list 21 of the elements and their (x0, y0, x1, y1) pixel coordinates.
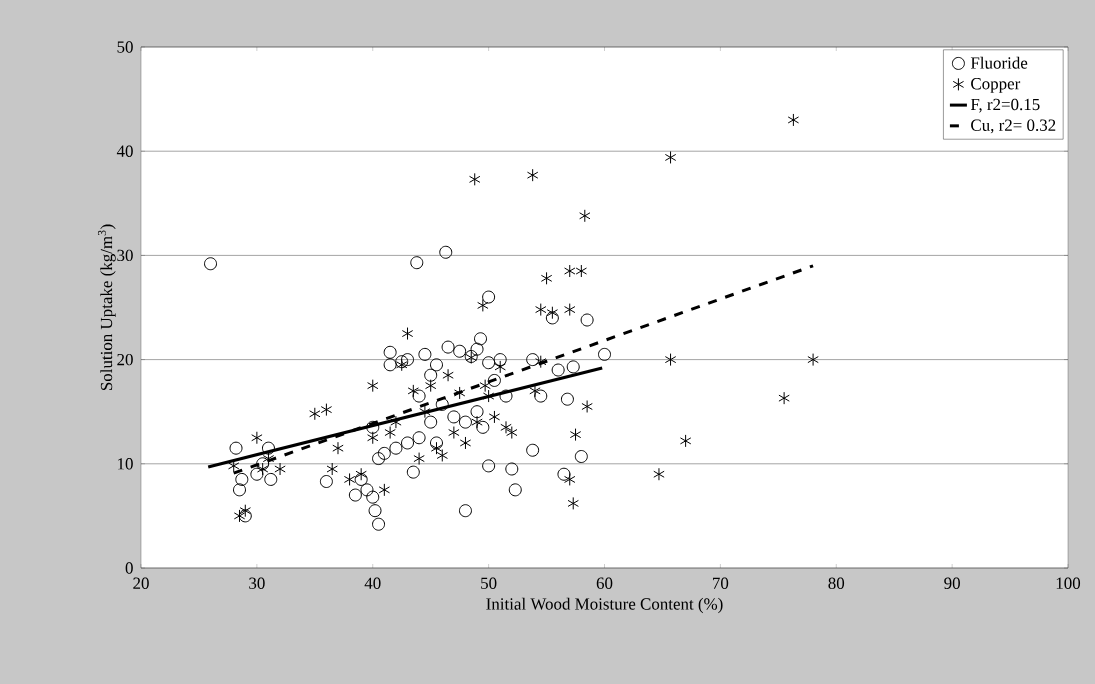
y-tick-label: 20 (117, 353, 133, 366)
x-axis-title: Initial Wood Moisture Content (%) (486, 597, 723, 614)
y-tick-label: 10 (118, 458, 133, 470)
legend-label: Copper (971, 78, 1021, 93)
y-tick-label: 0 (125, 562, 133, 574)
x-tick-label: 40 (364, 577, 381, 589)
y-tick-label: 30 (117, 249, 133, 262)
y-tick-label: 40 (116, 145, 133, 157)
y-tick-label: 50 (117, 41, 133, 53)
x-tick-label: 70 (713, 577, 729, 589)
legend-label: Cu, r2= 0.32 (971, 119, 1056, 134)
x-tick-label: 60 (596, 577, 613, 589)
x-tick-label: 20 (133, 577, 149, 589)
legend-label: Fluoride (970, 56, 1028, 69)
legend-label: F, r2=0.15 (970, 98, 1040, 113)
x-tick-label: 80 (828, 577, 845, 589)
x-tick-label: 90 (944, 577, 960, 589)
x-tick-label: 50 (481, 577, 497, 589)
y-axis-title: Solution Uptake (kg/m$^{3}$) (97, 224, 116, 391)
x-tick-label: 30 (249, 577, 265, 589)
x-tick-label: 100 (1056, 577, 1081, 589)
